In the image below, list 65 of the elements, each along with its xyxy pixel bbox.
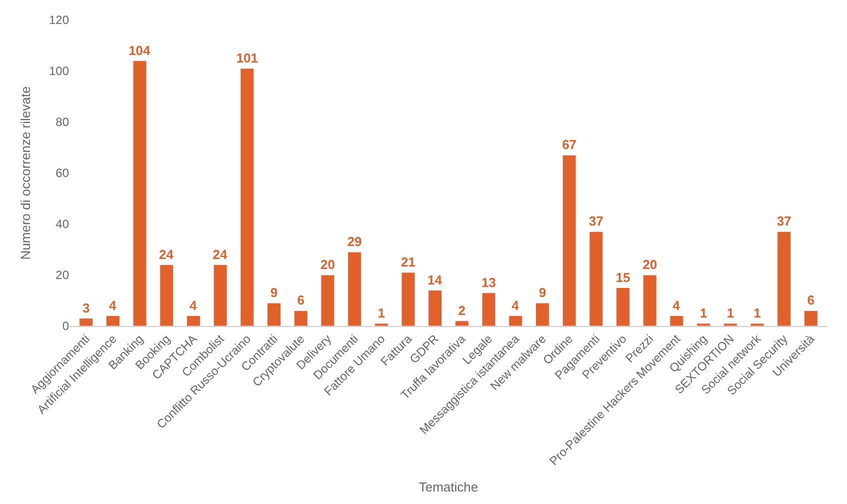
bar <box>508 316 523 326</box>
bar <box>777 231 792 326</box>
bar <box>642 274 657 326</box>
bar <box>240 68 254 326</box>
data-label: 9 <box>538 285 546 300</box>
bar <box>804 310 818 326</box>
y-tick-label: 60 <box>56 166 70 180</box>
y-axis-title: Numero di occorrenze rilevate <box>18 86 33 260</box>
data-label: 4 <box>672 298 681 313</box>
data-label: 4 <box>108 298 117 313</box>
data-label: 67 <box>562 137 577 152</box>
y-tick-label: 40 <box>56 217 70 232</box>
data-label: 1 <box>754 305 761 320</box>
bar <box>482 292 496 326</box>
data-label: 101 <box>236 50 258 66</box>
data-label: 21 <box>401 254 416 270</box>
bar <box>750 323 764 326</box>
bar <box>696 323 710 326</box>
bar <box>294 310 308 326</box>
data-label: 9 <box>270 285 278 300</box>
bar <box>589 231 604 326</box>
bar <box>106 316 120 326</box>
bar <box>562 154 576 326</box>
data-label: 1 <box>378 305 386 320</box>
y-tick-label: 20 <box>56 268 70 282</box>
data-label: 15 <box>616 270 630 285</box>
y-tick-label: 120 <box>48 13 70 28</box>
bar <box>186 316 200 326</box>
x-axis-title: Tematiche <box>418 480 478 495</box>
bar <box>320 274 335 326</box>
bar <box>454 320 469 326</box>
data-label: 4 <box>189 298 198 313</box>
y-tick-label: 0 <box>62 319 70 334</box>
bar <box>79 318 94 326</box>
bar <box>401 272 416 326</box>
data-label: 1 <box>726 305 734 320</box>
bar <box>160 264 174 326</box>
bar <box>213 264 228 326</box>
bar <box>616 288 630 326</box>
data-label: 37 <box>776 214 792 229</box>
data-label: 1 <box>700 305 708 320</box>
y-tick-label: 100 <box>48 64 70 78</box>
bar <box>428 290 442 326</box>
data-label: 37 <box>588 214 604 229</box>
bar <box>132 60 147 326</box>
bar <box>374 323 388 326</box>
data-label: 3 <box>82 300 90 316</box>
bar <box>535 302 550 326</box>
data-label: 6 <box>807 292 815 308</box>
data-label: 4 <box>512 298 520 313</box>
data-label: 6 <box>297 292 304 308</box>
data-label: 104 <box>128 42 152 58</box>
bar <box>670 316 684 326</box>
data-label: 20 <box>642 257 658 272</box>
data-label: 2 <box>458 302 466 318</box>
data-label: 20 <box>320 257 335 272</box>
data-label: 24 <box>159 246 174 262</box>
data-label: 29 <box>347 234 362 250</box>
bar <box>267 302 281 326</box>
data-label: 24 <box>212 246 228 262</box>
data-label: 13 <box>482 274 496 290</box>
y-tick-label: 80 <box>56 115 70 130</box>
data-label: 14 <box>427 272 443 288</box>
bar <box>348 252 362 326</box>
bar <box>723 323 738 326</box>
